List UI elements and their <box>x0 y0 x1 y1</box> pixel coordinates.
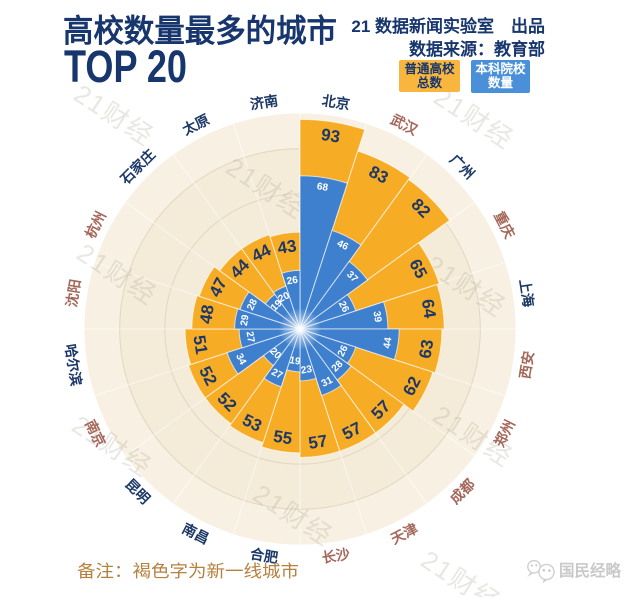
svg-text:上海: 上海 <box>517 278 537 308</box>
svg-text:26: 26 <box>286 275 299 288</box>
svg-text:26: 26 <box>336 299 351 314</box>
svg-text:51: 51 <box>189 334 211 356</box>
svg-text:数据来源：教育部: 数据来源：教育部 <box>409 39 545 59</box>
svg-text:64: 64 <box>418 298 440 320</box>
svg-text:43: 43 <box>276 236 298 258</box>
svg-text:济南: 济南 <box>249 92 279 112</box>
svg-text:28: 28 <box>245 297 260 312</box>
svg-text:26: 26 <box>336 343 351 358</box>
svg-text:44: 44 <box>382 336 395 349</box>
svg-text:数量: 数量 <box>487 75 514 90</box>
svg-text:34: 34 <box>233 352 248 367</box>
svg-text:国民经略: 国民经略 <box>559 561 622 580</box>
svg-text:29: 29 <box>239 314 252 327</box>
svg-text:23: 23 <box>300 364 313 377</box>
svg-text:31: 31 <box>320 375 335 390</box>
svg-text:总数: 总数 <box>417 75 443 90</box>
svg-text:沈阳: 沈阳 <box>63 278 83 308</box>
svg-text:48: 48 <box>196 303 218 325</box>
svg-text:备注：褐色字为新一线城市: 备注：褐色字为新一线城市 <box>77 562 299 581</box>
svg-text:TOP 20: TOP 20 <box>64 41 187 92</box>
svg-text:93: 93 <box>320 125 342 147</box>
svg-text:46: 46 <box>335 238 350 253</box>
svg-text:北京: 北京 <box>321 92 351 112</box>
svg-text:27: 27 <box>269 367 284 382</box>
svg-text:长沙: 长沙 <box>321 546 351 566</box>
svg-text:27: 27 <box>243 331 256 344</box>
svg-text:21 数据新闻实验室 出品: 21 数据新闻实验室 出品 <box>351 16 545 36</box>
svg-text:哈尔滨: 哈尔滨 <box>62 343 84 387</box>
svg-text:合肥: 合肥 <box>249 546 279 566</box>
svg-text:63: 63 <box>416 338 438 360</box>
svg-text:39: 39 <box>371 310 384 323</box>
svg-text:普通高校: 普通高校 <box>404 61 455 76</box>
svg-text:55: 55 <box>272 427 294 449</box>
svg-text:西安: 西安 <box>517 350 537 380</box>
svg-text:19: 19 <box>289 355 302 368</box>
svg-text:68: 68 <box>316 181 329 194</box>
svg-text:20: 20 <box>277 290 292 305</box>
svg-text:高校数量最多的城市: 高校数量最多的城市 <box>63 13 337 49</box>
svg-text:本科院校: 本科院校 <box>475 61 526 76</box>
svg-text:57: 57 <box>307 431 329 453</box>
